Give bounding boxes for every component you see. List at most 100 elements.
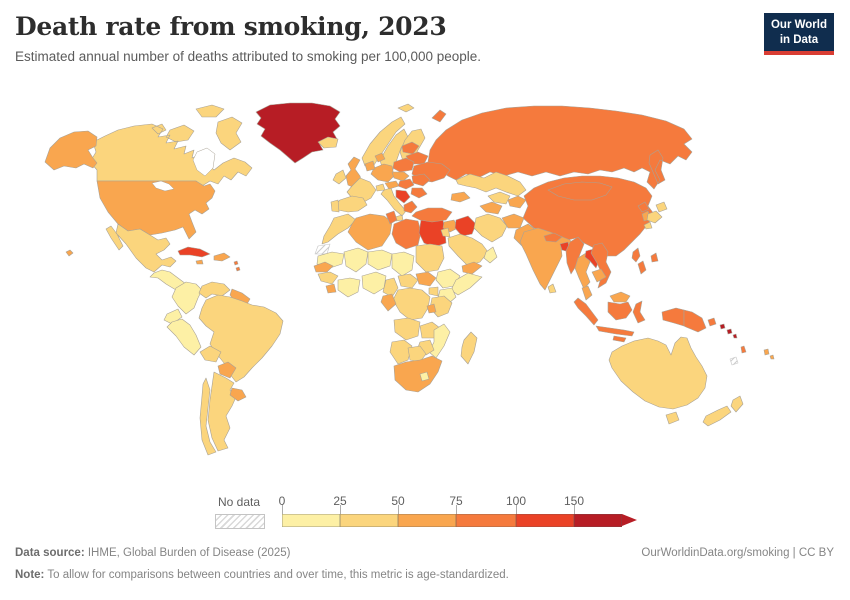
country-peru[interactable]: Peru	[166, 318, 202, 356]
country-indonesia[interactable]: Indonesia	[573, 297, 685, 343]
country-cameroon[interactable]: Cameroon	[382, 277, 399, 298]
country-afghanistan[interactable]: Afghanistan	[501, 213, 525, 229]
country-niger[interactable]: Niger	[367, 249, 393, 271]
country-lesotho[interactable]: Lesotho	[419, 371, 430, 382]
country-sri_lanka[interactable]: Sri Lanka	[547, 283, 557, 294]
country-botswana[interactable]: Botswana	[407, 345, 427, 363]
country-bolivia[interactable]: Bolivia	[199, 345, 222, 363]
country-libya[interactable]: Libya	[391, 218, 422, 250]
country-chad[interactable]: Chad	[391, 251, 415, 277]
country-north_korea[interactable]: North Korea	[637, 201, 650, 213]
country-germany[interactable]: Germany	[370, 163, 395, 183]
country-japan[interactable]: Japan	[643, 201, 668, 230]
country-turkey[interactable]: Turkey	[411, 207, 453, 223]
country-lesser_antilles[interactable]: Lesser Antilles	[233, 260, 241, 272]
country-jamaica[interactable]: Jamaica	[195, 259, 204, 265]
country-austria[interactable]: Austria	[384, 180, 400, 190]
country-chile[interactable]: Chile	[199, 377, 217, 456]
country-namibia[interactable]: Namibia	[389, 339, 413, 365]
country-bulgaria[interactable]: Bulgaria	[410, 187, 428, 199]
country-argentina[interactable]: Argentina	[207, 371, 237, 452]
country-jordan_israel[interactable]: Israel & Jordan	[440, 227, 451, 238]
country-spain[interactable]: Spain	[334, 195, 368, 213]
country-iran[interactable]: Iran	[473, 213, 508, 243]
page-subtitle: Estimated annual number of deaths attrib…	[15, 49, 482, 64]
country-rwanda_burundi[interactable]: Rwanda & Burundi	[426, 303, 437, 314]
country-sudan[interactable]: Sudan	[415, 243, 445, 273]
country-mexico[interactable]: Mexico	[105, 223, 177, 273]
country-denmark[interactable]: Denmark	[374, 152, 386, 163]
country-nepal[interactable]: Nepal	[543, 232, 563, 243]
country-mongolia[interactable]: Mongolia	[547, 181, 613, 201]
country-vanuatu[interactable]: Vanuatu	[740, 345, 747, 354]
country-hungary[interactable]: Hungary	[397, 178, 415, 190]
country-south_sudan[interactable]: South Sudan	[415, 271, 437, 287]
country-kyrgyz_tajik[interactable]: Kyrgyzstan & Tajikistan	[507, 195, 527, 209]
country-saudi_arabia[interactable]: Saudi Arabia	[447, 233, 489, 267]
country-baltics[interactable]: Baltic States	[401, 141, 420, 155]
country-mali[interactable]: Mali	[343, 247, 369, 273]
country-venezuela[interactable]: Venezuela	[198, 281, 231, 299]
country-caucasus[interactable]: Georgia, Armenia & Azerbaijan	[450, 191, 471, 203]
country-greenland[interactable]: Greenland	[255, 102, 341, 164]
country-paraguay[interactable]: Paraguay	[217, 361, 237, 379]
country-portugal[interactable]: Portugal	[330, 199, 340, 213]
country-morocco[interactable]: Morocco	[321, 213, 357, 245]
country-fiji[interactable]: Fiji	[763, 348, 775, 360]
country-guinea[interactable]: Guinea	[317, 271, 339, 285]
country-mozambique[interactable]: Mozambique	[428, 323, 451, 359]
country-malaysia[interactable]: Malaysia	[581, 285, 631, 303]
country-oman[interactable]: Oman & UAE	[483, 246, 498, 264]
country-czechia_slovakia[interactable]: Czechia & Slovakia	[391, 171, 410, 182]
country-drc[interactable]: Democratic Republic of Congo	[392, 287, 431, 321]
country-madagascar[interactable]: Madagascar	[460, 331, 478, 365]
country-cambodia[interactable]: Cambodia	[591, 268, 607, 283]
country-balkans[interactable]: Serbia & Western Balkans	[395, 189, 411, 204]
country-ireland[interactable]: Ireland	[332, 169, 347, 185]
country-colombia[interactable]: Colombia	[171, 281, 203, 315]
legend-no-data-swatch[interactable]	[215, 514, 265, 529]
country-new_caledonia[interactable]: New Caledonia	[729, 356, 739, 366]
country-greece[interactable]: Greece	[403, 200, 418, 214]
country-angola[interactable]: Angola	[393, 317, 421, 341]
country-tunisia[interactable]: Tunisia	[385, 210, 398, 225]
country-western_sahara[interactable]: Western Sahara	[314, 243, 331, 255]
country-nigeria[interactable]: Nigeria	[361, 271, 387, 295]
legend-bin-150+[interactable]	[574, 514, 622, 527]
legend-bin-100-150[interactable]	[516, 514, 574, 527]
legend-bin-25-50[interactable]	[340, 514, 398, 527]
country-cuba[interactable]: Cuba	[177, 246, 211, 258]
country-senegal[interactable]: Senegal	[313, 261, 334, 273]
country-new_zealand[interactable]: New Zealand	[702, 395, 744, 427]
footer-link[interactable]: OurWorldinData.org/smoking | CC BY	[641, 547, 834, 559]
country-canada[interactable]: Canada	[89, 104, 253, 187]
legend-bin-50-75[interactable]	[398, 514, 456, 527]
country-australia[interactable]: Australia	[608, 336, 708, 425]
country-gabon_congo[interactable]: Gabon & Congo	[380, 293, 397, 312]
country-kazakhstan[interactable]: Kazakhstan	[455, 171, 527, 197]
country-iceland[interactable]: Iceland	[317, 136, 339, 149]
country-brazil[interactable]: Brazil	[198, 294, 284, 383]
country-philippines[interactable]: Philippines	[631, 247, 647, 275]
country-iraq[interactable]: Iraq	[454, 215, 477, 237]
country-png[interactable]: Papua New Guinea	[683, 309, 717, 333]
country-switzerland[interactable]: Switzerland	[375, 183, 386, 192]
country-poland[interactable]: Poland	[392, 157, 415, 173]
country-benelux[interactable]: Belgium & Netherlands	[364, 160, 376, 172]
country-sierra_leone[interactable]: Sierra Leone	[325, 283, 337, 294]
legend-bin-75-100[interactable]	[456, 514, 516, 527]
country-taiwan[interactable]: Taiwan	[650, 252, 659, 263]
country-hispaniola[interactable]: Haiti & Dominican Republic	[213, 252, 231, 262]
country-car[interactable]: Central African Republic	[397, 273, 419, 289]
country-south_africa[interactable]: South Africa	[393, 355, 443, 393]
country-uruguay[interactable]: Uruguay	[229, 387, 247, 402]
country-uganda[interactable]: Uganda	[428, 286, 439, 297]
owid-logo[interactable]: Our World in Data	[763, 13, 834, 55]
legend-bin-0-25[interactable]	[282, 514, 340, 527]
country-solomon[interactable]: Solomon Islands	[719, 323, 738, 339]
country-algeria[interactable]: Algeria	[347, 213, 393, 251]
country-romania[interactable]: Romania	[411, 173, 431, 187]
country-ivory_ghana[interactable]: Ivory Coast & Ghana	[337, 277, 361, 298]
country-yemen[interactable]: Yemen	[461, 261, 483, 275]
country-turkmenistan[interactable]: Turkmenistan	[479, 201, 503, 215]
